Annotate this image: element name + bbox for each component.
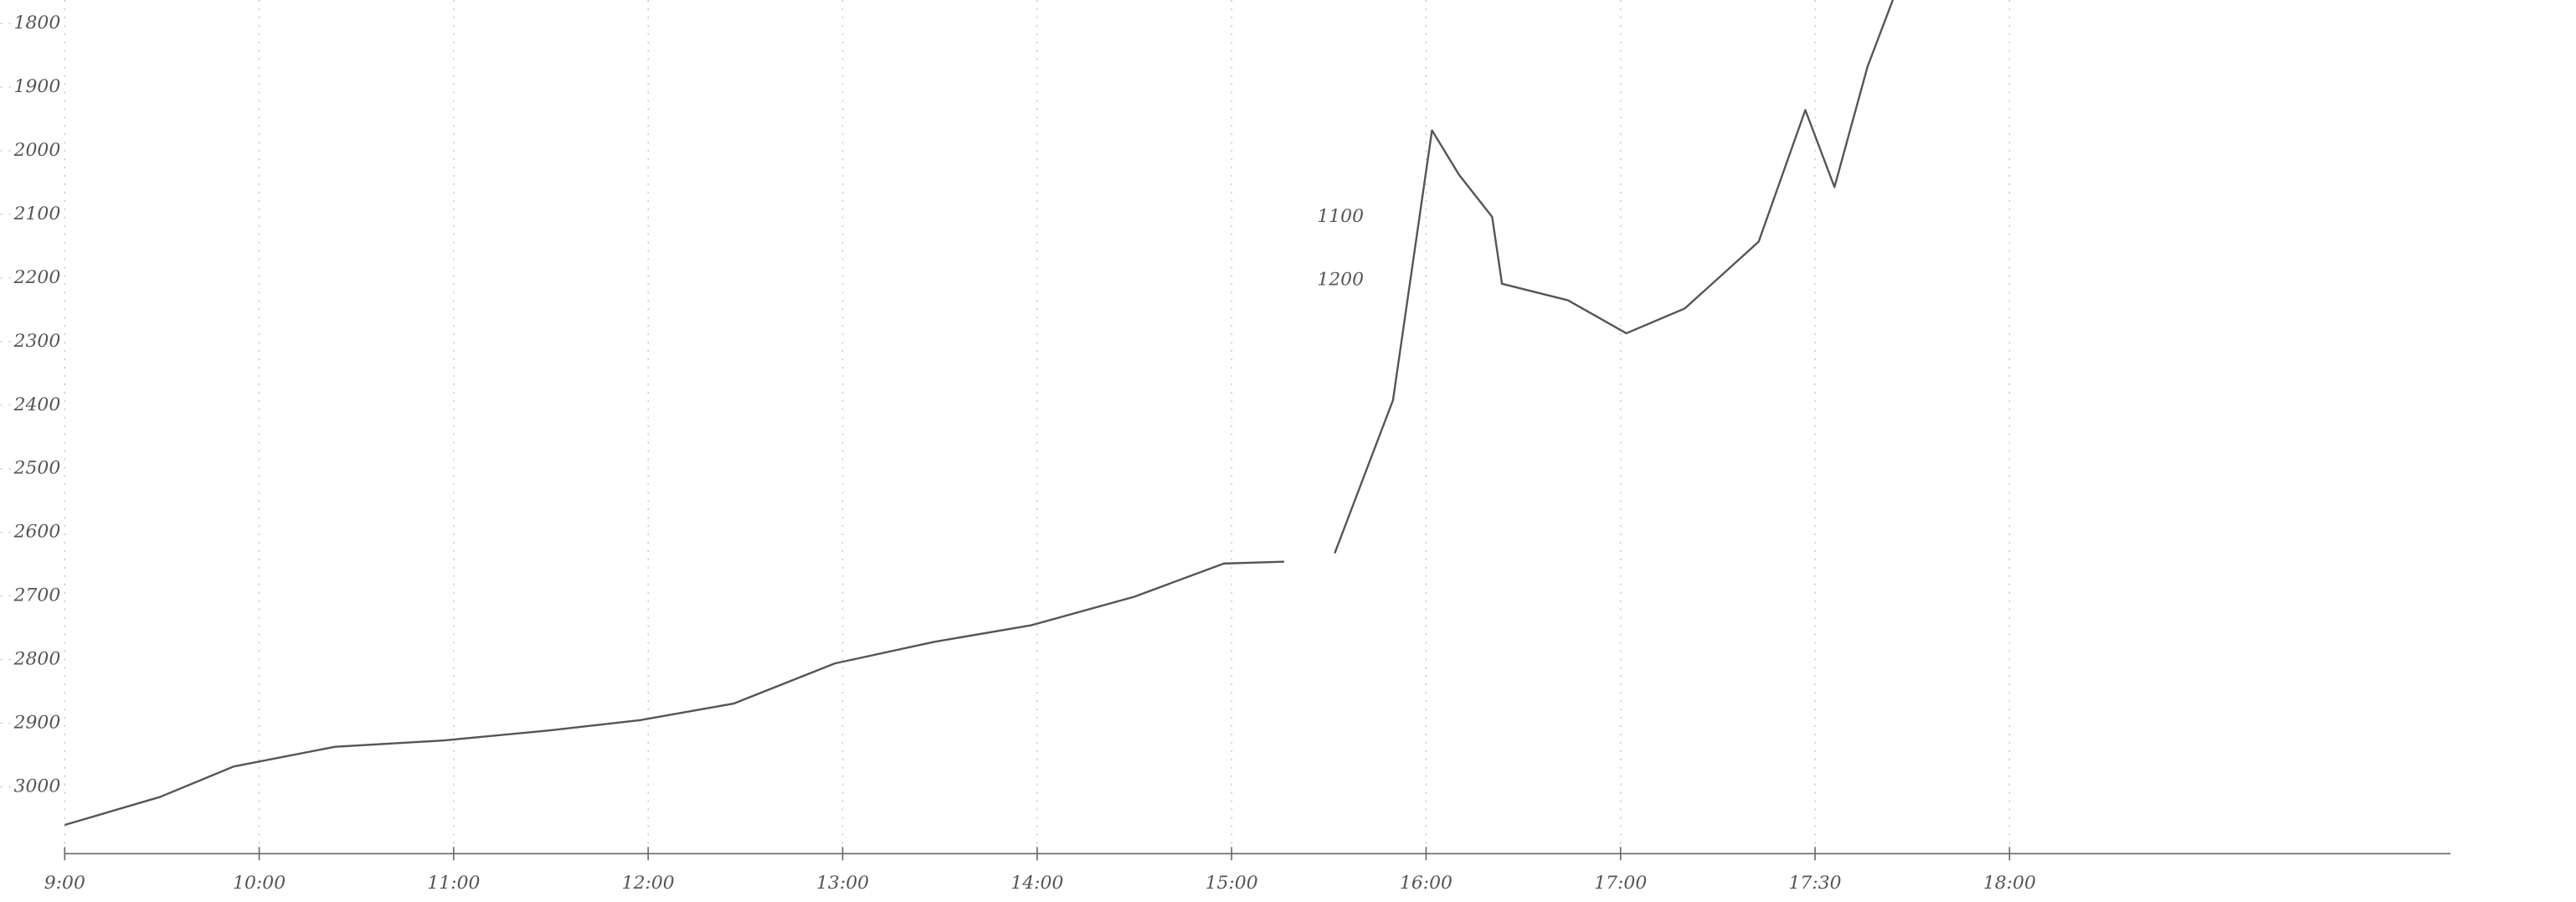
x-tick-label: 9:00 <box>44 873 85 894</box>
annotation: 1200 <box>1317 269 1364 290</box>
y-tick-label: 2000 <box>13 140 61 161</box>
x-tick-label: 15:00 <box>1206 873 1258 894</box>
y-tick-label: 2500 <box>13 458 61 479</box>
y-tick-label: 2400 <box>13 394 61 415</box>
x-tick-label: 17:00 <box>1594 873 1647 894</box>
x-tick-label: 12:00 <box>622 873 675 894</box>
x-tick-label: 11:00 <box>427 873 480 894</box>
x-tick-label: 18:00 <box>1983 873 2036 894</box>
y-tick-label: 2800 <box>13 649 61 670</box>
y-tick-label: 2100 <box>13 204 61 224</box>
data-line <box>1334 0 1895 554</box>
x-tick-label: 17:30 <box>1789 873 1842 894</box>
y-tick-label: 2200 <box>13 267 61 288</box>
y-tick-label: 3000 <box>14 776 61 797</box>
annotation: 1100 <box>1317 206 1364 227</box>
x-tick-label: 16:00 <box>1400 873 1453 894</box>
x-tick-label: 10:00 <box>233 873 285 894</box>
y-tick-label: 2700 <box>13 585 61 606</box>
x-tick-label: 14:00 <box>1010 873 1063 894</box>
y-tick-label: 2900 <box>13 713 61 734</box>
x-tick-label: 13:00 <box>816 873 869 894</box>
y-tick-label: 1900 <box>14 76 61 97</box>
data-line <box>64 560 1284 827</box>
y-tick-label: 2300 <box>13 331 61 352</box>
y-tick-label: 1800 <box>14 13 61 34</box>
y-tick-label: 2600 <box>13 522 61 543</box>
